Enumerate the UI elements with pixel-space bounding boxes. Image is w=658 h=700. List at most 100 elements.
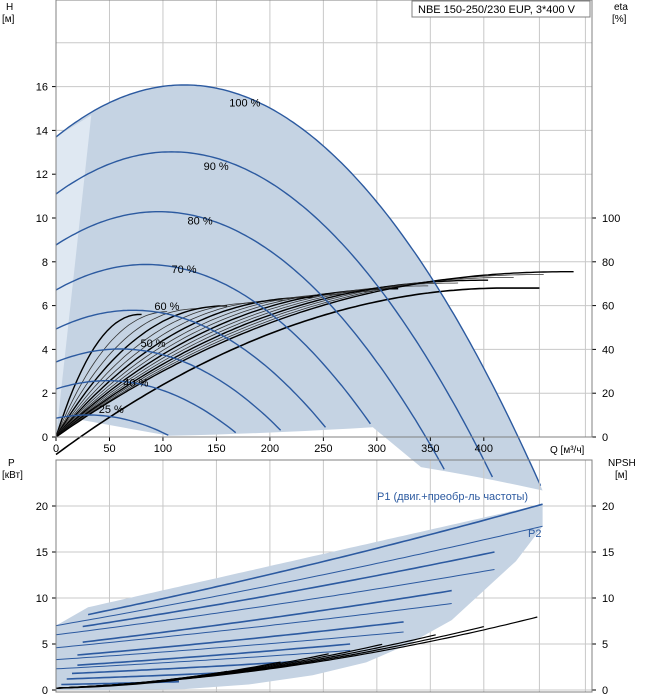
y-left-tick-label: 0	[42, 432, 48, 444]
efficiency-curves	[55, 271, 574, 456]
operating-region-area	[56, 84, 543, 491]
speed-label: 40 %	[123, 378, 148, 390]
x-tick-label: 200	[261, 443, 279, 455]
y-left-tick-label: 12	[36, 169, 48, 181]
head-curve	[55, 380, 237, 434]
power-plot-frame	[55, 459, 593, 693]
power-y-right-unit: [м]	[615, 470, 628, 481]
x-tick-label: 300	[368, 443, 386, 455]
efficiency-line	[55, 305, 228, 438]
head-curve	[55, 263, 371, 425]
head-curve	[55, 414, 169, 436]
y-left-tick-label: 6	[42, 301, 48, 313]
speed-label: 90 %	[204, 161, 229, 173]
head-curve	[55, 151, 494, 478]
efficiency-line	[55, 294, 343, 438]
x-tick-label: 0	[53, 443, 59, 455]
power-curve	[87, 503, 543, 616]
x-tick-label: 350	[421, 443, 439, 455]
power-y-left-unit: [кВт]	[2, 470, 23, 481]
speed-label: 100 %	[229, 97, 260, 109]
speed-label: 25 %	[99, 404, 124, 416]
efficiency-line	[55, 296, 313, 438]
head-curve	[55, 211, 445, 470]
power-curve	[55, 649, 351, 670]
power-y-left-tick-label: 5	[42, 639, 48, 651]
power-y-left-tick-label: 15	[36, 547, 48, 559]
power-ticks: 0 5 10 15 20 0 5 10 15 20	[36, 501, 615, 697]
power-region	[56, 504, 543, 690]
power-region-area	[56, 504, 543, 690]
power-y-right-tick-label: 10	[602, 593, 614, 605]
speed-label: 70 %	[172, 264, 197, 276]
y-right-tick-label: 100	[602, 213, 620, 225]
y-right-label-name: eta	[614, 2, 628, 13]
efficiency-line	[55, 299, 283, 438]
power-y-left-tick-label: 0	[42, 685, 48, 697]
title-box	[411, 0, 591, 18]
power-curve	[55, 603, 452, 649]
power-curve	[77, 643, 351, 666]
y-left-tick-label: 16	[36, 82, 48, 94]
x-tick-label: 400	[475, 443, 493, 455]
power-y-left-tick-label: 10	[36, 593, 48, 605]
chart-title: NBE 150-250/230 EUP, 3*400 V	[418, 4, 576, 16]
x-tick-label: 250	[314, 443, 332, 455]
efficiency-line	[55, 287, 540, 456]
power-y-right-tick-label: 20	[602, 501, 614, 513]
y-right-tick-label: 40	[602, 344, 614, 356]
head-curves	[55, 84, 542, 486]
power-y-right-name: NPSH	[608, 458, 636, 469]
x-tick-label: 100	[154, 443, 172, 455]
power-curve	[55, 631, 404, 661]
low-flow-band	[56, 115, 92, 437]
power-curve	[55, 525, 543, 627]
npsh-curve	[55, 616, 538, 689]
power-y-right-tick-label: 15	[602, 547, 614, 559]
efficiency-line	[55, 311, 168, 438]
power-curves	[55, 503, 543, 689]
y-right-tick-label: 0	[602, 432, 608, 444]
head-curve	[55, 309, 327, 428]
speed-label: 80 %	[188, 216, 213, 228]
power-y-left-tick-label: 20	[36, 501, 48, 513]
x-tick-label: 150	[207, 443, 225, 455]
operating-region	[56, 84, 543, 491]
y-right-tick-label: 60	[602, 301, 614, 313]
power-curve	[71, 660, 297, 675]
power-y-left-name: P	[8, 458, 15, 469]
y-left-label-unit: [м]	[2, 14, 15, 25]
speed-label: 60 %	[154, 301, 179, 313]
efficiency-line	[55, 302, 258, 438]
y-left-tick-label: 10	[36, 213, 48, 225]
efficiency-line	[55, 271, 574, 438]
head-curve	[55, 348, 282, 431]
y-right-tick-label: 20	[602, 388, 614, 400]
y-right-tick-label: 80	[602, 257, 614, 269]
p1-series-label: P1 (двиг.+преобр-ль частоты)	[377, 491, 528, 503]
power-y-right-tick-label: 5	[602, 639, 608, 651]
power-chart: 0 5 10 15 20 0 5 10 15 20 P [кВт] NPSH [м] P1 (дв…	[2, 458, 636, 697]
head-plot-frame	[55, 0, 593, 438]
y-left-tick-label: 4	[42, 344, 48, 356]
y-left-label-name: H	[6, 2, 13, 13]
p2-series-label: P2	[528, 528, 541, 540]
x-tick-label: 50	[103, 443, 115, 455]
power-curve	[82, 551, 495, 628]
y-left-tick-label: 2	[42, 388, 48, 400]
y-right-label-unit: [%]	[612, 14, 627, 25]
speed-label: 50 %	[140, 338, 165, 350]
y-left-tick-label: 8	[42, 257, 48, 269]
efficiency-line	[55, 313, 142, 438]
head-ticks: 0 50 100 150 200 250 300 350 400 0 2 4 6 8 10 12 14 16 0 20…	[36, 82, 621, 455]
power-curve	[82, 589, 452, 643]
x-axis-label: Q [м³/ч]	[550, 445, 585, 456]
head-chart: 100 %90 %80 %70 %60 %50 %40 %25 % 0 50 100…	[2, 0, 628, 491]
y-left-tick-label: 14	[36, 125, 48, 137]
power-curve	[55, 569, 495, 636]
head-curve	[55, 84, 542, 486]
efficiency-line	[55, 308, 198, 438]
power-y-right-tick-label: 0	[602, 685, 608, 697]
power-curve	[77, 621, 404, 656]
